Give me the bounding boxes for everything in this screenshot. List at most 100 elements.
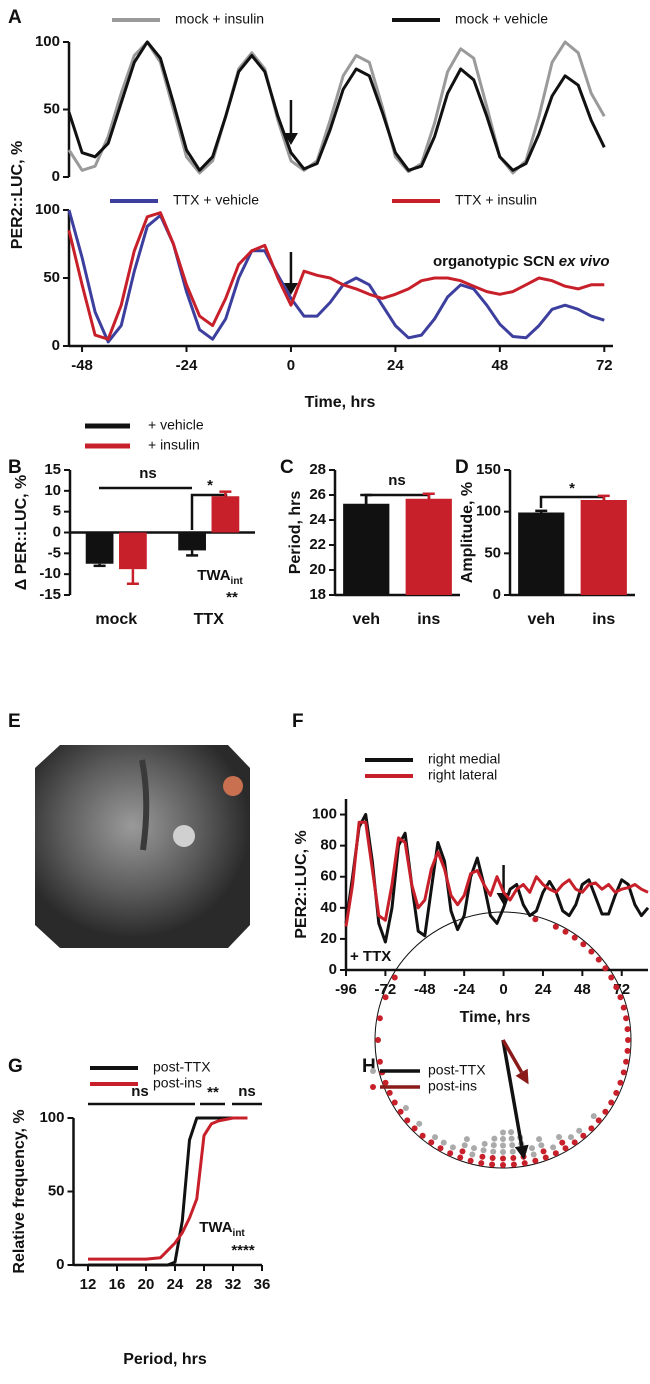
- phase-dot: [489, 1155, 496, 1162]
- phase-dot: [580, 941, 587, 948]
- y-tick-label: 50: [484, 544, 501, 561]
- phase-dot: [432, 1134, 439, 1141]
- y-tick-label: 5: [53, 503, 61, 520]
- annotation-text: TWA: [197, 567, 230, 584]
- x-tick-label: mock: [95, 611, 137, 628]
- series-line: [344, 813, 650, 944]
- y-axis-label: Δ PER::LUC, %: [13, 475, 30, 591]
- y-tick-label: 50: [48, 1182, 65, 1199]
- phase-dot: [624, 1047, 631, 1054]
- phase-dot: [595, 956, 602, 963]
- phase-dot: [489, 1161, 496, 1168]
- y-tick-label: 24: [309, 511, 326, 528]
- y-tick-label: 26: [309, 486, 326, 503]
- legend-dot: [370, 1084, 376, 1090]
- panel-letter: G: [8, 1056, 23, 1077]
- y-tick-label: 150: [476, 461, 501, 478]
- phase-dot: [552, 923, 559, 930]
- series-line: [344, 820, 649, 927]
- x-tick-label: veh: [527, 611, 555, 628]
- y-tick-label: -5: [48, 544, 61, 561]
- phase-dot: [461, 1142, 468, 1149]
- mean-vector-head: [515, 1068, 529, 1085]
- annotation-italic: ex vivo: [559, 253, 610, 270]
- annotation: ns: [238, 1083, 256, 1100]
- phase-dot: [602, 965, 609, 972]
- phase-dot: [500, 1142, 506, 1149]
- phase-dot: [571, 934, 578, 941]
- phase-dot: [536, 1136, 543, 1143]
- phase-dot: [500, 1149, 506, 1155]
- phase-dot: [521, 1160, 528, 1167]
- phase-dot: [588, 1125, 595, 1132]
- y-tick-label: 0: [56, 1256, 64, 1273]
- phase-dot: [376, 1015, 383, 1022]
- phase-dot: [463, 1136, 470, 1143]
- phase-dot: [542, 1154, 549, 1161]
- phase-dot: [538, 1142, 545, 1149]
- y-tick-label: 50: [43, 269, 60, 286]
- x-axis-label: Time, hrs: [305, 394, 376, 411]
- annotation: ****: [231, 1242, 255, 1259]
- legend-label: TTX + insulin: [455, 192, 537, 208]
- x-tick-label: 28: [196, 1276, 213, 1293]
- y-tick-label: 60: [320, 868, 337, 885]
- x-tick-label: 72: [596, 357, 613, 374]
- phase-dot: [391, 974, 398, 981]
- roi-medial: [173, 825, 195, 847]
- phase-dot: [617, 994, 624, 1001]
- phase-dot: [608, 1099, 615, 1106]
- legend-label: post-ins: [153, 1075, 202, 1091]
- phase-dot: [562, 928, 569, 935]
- x-tick-label: -24: [453, 981, 475, 998]
- annotation-subscript: int: [233, 1228, 246, 1239]
- phase-dot: [625, 1037, 631, 1043]
- phase-dot: [510, 1161, 517, 1168]
- y-tick-label: 0: [53, 523, 61, 540]
- legend-label: right medial: [428, 751, 500, 767]
- y-axis-label: PER2::LUC, %: [9, 141, 26, 249]
- y-axis-label: Relative frequency, %: [11, 1109, 28, 1273]
- phase-dot: [540, 1148, 547, 1155]
- bar: [85, 532, 114, 564]
- phase-dot: [576, 1127, 583, 1134]
- legend-label: right lateral: [428, 767, 497, 783]
- y-tick-label: 0: [52, 337, 60, 354]
- phase-dot: [457, 1154, 464, 1161]
- annotation-text: organotypic SCN: [433, 253, 555, 270]
- phase-dot: [620, 1069, 627, 1076]
- roi-lateral: [223, 776, 243, 796]
- annotation: ns: [131, 1083, 149, 1100]
- bar: [343, 503, 390, 595]
- series-line: [88, 1116, 248, 1261]
- annotation-subscript: int: [231, 576, 244, 587]
- phase-dot: [623, 1058, 630, 1065]
- phase-dot: [623, 1015, 630, 1022]
- panel-letter: A: [8, 7, 22, 28]
- panel-letter: F: [292, 711, 304, 732]
- panel-letter: C: [280, 457, 294, 478]
- y-tick-label: 100: [476, 503, 501, 520]
- x-tick-label: -48: [71, 357, 93, 374]
- y-tick-label: 0: [52, 168, 60, 185]
- legend-label: mock + insulin: [175, 11, 264, 27]
- phase-dot: [588, 948, 595, 955]
- y-axis-label: Period, hrs: [287, 491, 304, 575]
- x-axis-label: Time, hrs: [460, 1009, 531, 1026]
- y-tick-label: 40: [320, 899, 337, 916]
- y-tick-label: 10: [44, 482, 61, 499]
- annotation: TWAint: [197, 567, 243, 587]
- phase-dot: [530, 1151, 537, 1158]
- arrow-head: [283, 283, 298, 295]
- annotation: organotypic SCN ex vivo: [433, 253, 610, 270]
- phase-dot: [404, 1117, 411, 1124]
- phase-dot: [491, 1135, 498, 1142]
- x-tick-label: 24: [167, 1276, 184, 1293]
- panel-letter: D: [455, 457, 469, 478]
- phase-dot: [500, 1155, 506, 1162]
- phase-dot: [467, 1157, 474, 1164]
- y-axis-label: Amplitude, %: [459, 482, 476, 583]
- phase-dot: [447, 1150, 454, 1157]
